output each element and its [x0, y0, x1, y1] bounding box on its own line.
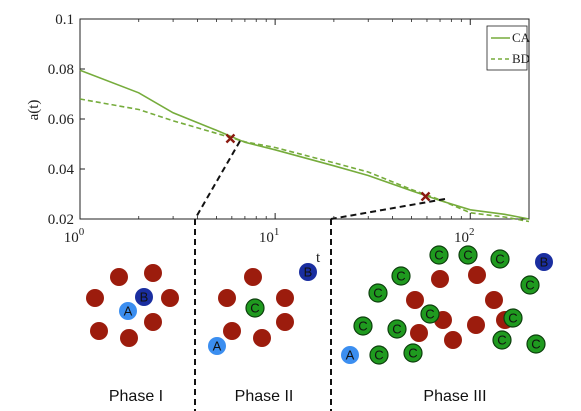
phase-2-label: Phase II: [235, 388, 294, 405]
series-ca-line: [79, 69, 530, 220]
x-tick-label: 101: [259, 226, 280, 246]
x-tick-label: 100: [64, 226, 85, 246]
particle-b-label: B: [140, 290, 149, 305]
particle: [276, 289, 294, 307]
particle-c-label: C: [497, 333, 506, 348]
particle-c-label: C: [358, 319, 367, 334]
particle-a: [208, 337, 226, 355]
phase-3-label: Phase III: [423, 388, 486, 405]
particle-c: [520, 275, 540, 295]
marker-2: [420, 191, 431, 202]
particle-c: [368, 283, 388, 303]
particle: [485, 291, 503, 309]
particle-c: [492, 330, 512, 350]
y-tick-label: 0.04: [48, 162, 75, 178]
particle: [468, 266, 486, 284]
particle-c-label: C: [531, 337, 540, 352]
legend: CA BD: [486, 25, 531, 71]
particle-c: [490, 249, 510, 269]
particle-c-label: C: [434, 248, 443, 263]
particle-c: [387, 319, 407, 339]
particle-c: [503, 308, 523, 328]
particle-c-label: C: [408, 346, 417, 361]
particle-c: [420, 304, 440, 324]
particle: [144, 264, 162, 282]
particle-c-label: C: [374, 348, 383, 363]
particle: [253, 329, 271, 347]
phase-1-label: Phase I: [109, 388, 163, 405]
marker-1: [225, 133, 236, 144]
particle-c-label: C: [373, 286, 382, 301]
y-tick-label: 0.08: [48, 62, 74, 78]
particle: [431, 270, 449, 288]
connector-2: [330, 198, 446, 220]
curves: [79, 69, 530, 223]
series-bd-line: [79, 98, 530, 223]
particle: [410, 324, 428, 342]
particle: [276, 313, 294, 331]
particle: [161, 289, 179, 307]
particle-b-label: B: [540, 255, 549, 270]
particle-a-label: A: [346, 348, 355, 363]
x-tick-label: 102: [454, 226, 475, 246]
particle-c-label: C: [425, 307, 434, 322]
particle-b: [135, 288, 153, 306]
particle: [223, 322, 241, 340]
particle-c: [429, 245, 449, 265]
particle-c-label: C: [392, 322, 401, 337]
particle-a: [341, 346, 359, 364]
particle-b-label: B: [304, 265, 313, 280]
particle: [120, 329, 138, 347]
ticks: 0.02 0.04 0.06 0.08 0.1 100 101 102: [48, 12, 530, 246]
particle: [90, 322, 108, 340]
particle-c-label: C: [396, 269, 405, 284]
particle-c-label: C: [508, 311, 517, 326]
legend-ca-label: CA: [512, 30, 531, 45]
x-axis-label: t: [316, 250, 321, 266]
particle: [406, 291, 424, 309]
legend-box: [486, 25, 528, 71]
particle: [110, 268, 128, 286]
y-tick-label: 0.06: [48, 112, 75, 128]
particle: [218, 289, 236, 307]
legend-bd-label: BD: [512, 51, 530, 66]
particle-b: [535, 253, 553, 271]
particle-c-label: C: [250, 301, 259, 316]
particle-c: [369, 345, 389, 365]
particle-c-label: C: [463, 248, 472, 263]
y-tick-label: 0.1: [55, 12, 74, 28]
y-axis-label: a(t): [26, 100, 42, 121]
particle-c: [403, 343, 423, 363]
particle: [444, 331, 462, 349]
phase-dividers: [194, 140, 446, 411]
particle-c: [245, 298, 265, 318]
particle-c-label: C: [525, 278, 534, 293]
connector-1: [194, 140, 241, 220]
particle-a-label: A: [124, 304, 133, 319]
particle-c: [353, 316, 373, 336]
particle-c: [458, 245, 478, 265]
particle-a: [119, 302, 137, 320]
particle-b: [299, 263, 317, 281]
markers: [225, 133, 431, 202]
y-tick-label: 0.02: [48, 212, 74, 228]
particle: [144, 313, 162, 331]
particle: [86, 289, 104, 307]
particle: [467, 316, 485, 334]
particle-c: [391, 266, 411, 286]
plot-frame: [79, 18, 530, 220]
particle-c: [526, 334, 546, 354]
particle-a-label: A: [213, 339, 222, 354]
particle-c-label: C: [495, 252, 504, 267]
particle: [244, 268, 262, 286]
